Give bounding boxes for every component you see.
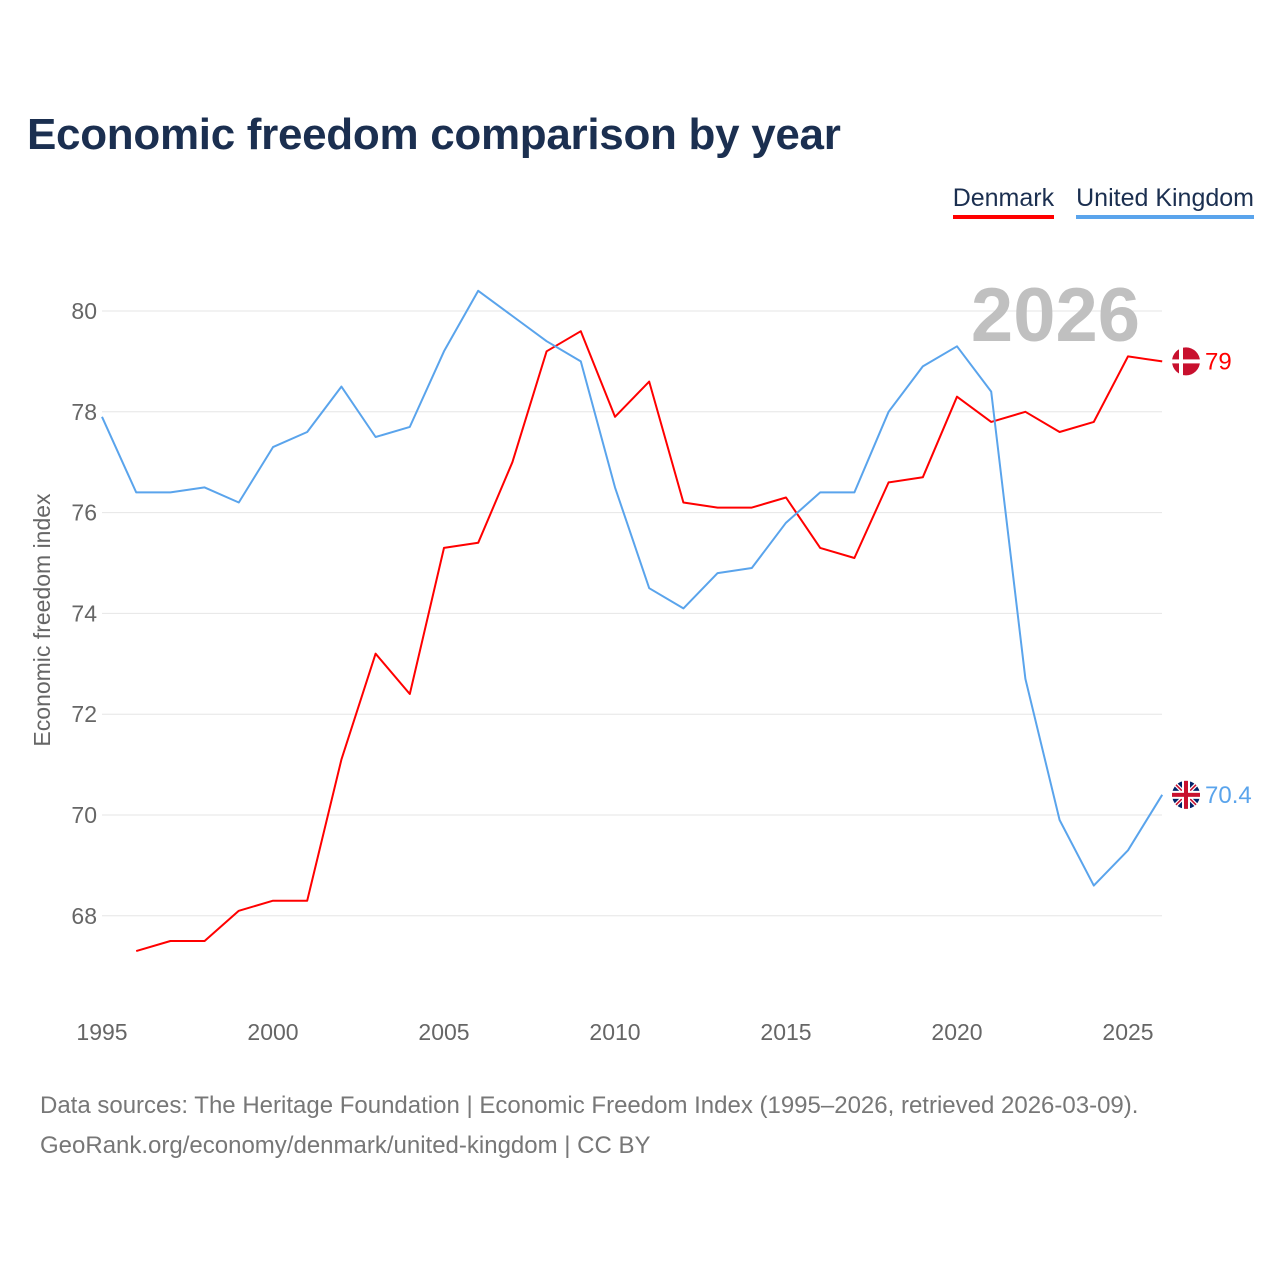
series-line-united-kingdom xyxy=(101,289,1164,887)
y-tick-label: 74 xyxy=(71,600,97,626)
data-point[interactable] xyxy=(304,898,310,904)
x-tick-label: 2000 xyxy=(247,1019,298,1045)
data-point[interactable] xyxy=(99,414,105,420)
end-value-label: 70.4 xyxy=(1205,782,1252,809)
y-tick-label: 68 xyxy=(71,903,97,929)
data-point[interactable] xyxy=(338,757,344,763)
x-tick-label: 2020 xyxy=(931,1019,982,1045)
data-point[interactable] xyxy=(441,348,447,354)
data-point[interactable] xyxy=(270,444,276,450)
data-point[interactable] xyxy=(646,379,652,385)
uk-flag-icon xyxy=(1172,780,1200,809)
x-tick-label: 2025 xyxy=(1102,1019,1153,1045)
data-point[interactable] xyxy=(1022,409,1028,415)
data-point[interactable] xyxy=(749,565,755,571)
data-point[interactable] xyxy=(817,545,823,551)
footer-sources: Data sources: The Heritage Foundation | … xyxy=(40,1092,1139,1119)
data-point[interactable] xyxy=(544,348,550,354)
data-point[interactable] xyxy=(920,363,926,369)
footer: Data sources: The Heritage Foundation | … xyxy=(40,1086,1138,1166)
x-tick-label: 2015 xyxy=(760,1019,811,1045)
data-point[interactable] xyxy=(1159,792,1165,798)
data-point[interactable] xyxy=(1125,847,1131,853)
data-point[interactable] xyxy=(954,343,960,349)
legend-denmark[interactable]: Denmark xyxy=(952,184,1055,219)
end-value-label: 79 xyxy=(1205,348,1232,375)
denmark-flag-icon xyxy=(1172,347,1200,376)
data-point[interactable] xyxy=(236,908,242,914)
data-point[interactable] xyxy=(167,489,173,495)
year-watermark: 2026 xyxy=(971,273,1140,358)
data-point[interactable] xyxy=(407,424,413,430)
data-point[interactable] xyxy=(475,540,481,546)
data-point[interactable] xyxy=(612,414,618,420)
data-point[interactable] xyxy=(1057,429,1063,435)
y-tick-label: 70 xyxy=(71,802,97,828)
data-point[interactable] xyxy=(988,419,994,425)
data-point[interactable] xyxy=(1057,817,1063,823)
data-point[interactable] xyxy=(578,328,584,334)
data-point[interactable] xyxy=(1091,883,1097,889)
data-point[interactable] xyxy=(1125,353,1131,359)
series-line-denmark xyxy=(135,330,1163,953)
data-point[interactable] xyxy=(886,409,892,415)
data-point[interactable] xyxy=(407,691,413,697)
data-point[interactable] xyxy=(544,338,550,344)
x-tick-label: 2010 xyxy=(589,1019,640,1045)
data-point[interactable] xyxy=(783,494,789,500)
data-point[interactable] xyxy=(920,474,926,480)
data-point[interactable] xyxy=(612,484,618,490)
data-point[interactable] xyxy=(133,948,139,954)
footer-link[interactable]: GeoRank.org/economy/denmark/united-kingd… xyxy=(40,1132,651,1159)
y-tick-label: 78 xyxy=(71,399,97,425)
data-point[interactable] xyxy=(373,434,379,440)
y-axis-label: Economic freedom index xyxy=(29,493,55,747)
data-point[interactable] xyxy=(715,570,721,576)
data-point[interactable] xyxy=(236,500,242,506)
data-point[interactable] xyxy=(851,555,857,561)
data-point[interactable] xyxy=(202,938,208,944)
data-point[interactable] xyxy=(886,479,892,485)
data-point[interactable] xyxy=(1159,358,1165,364)
data-point[interactable] xyxy=(783,520,789,526)
data-point[interactable] xyxy=(715,505,721,511)
data-point[interactable] xyxy=(988,389,994,395)
legend-united-kingdom[interactable]: United Kingdom xyxy=(1076,184,1254,219)
data-point[interactable] xyxy=(954,394,960,400)
data-point[interactable] xyxy=(646,585,652,591)
data-point[interactable] xyxy=(509,313,515,319)
y-tick-label: 80 xyxy=(71,298,97,324)
x-tick-label: 1995 xyxy=(76,1019,127,1045)
data-point[interactable] xyxy=(167,938,173,944)
data-point[interactable] xyxy=(680,605,686,611)
data-point[interactable] xyxy=(1022,676,1028,682)
data-point[interactable] xyxy=(475,288,481,294)
data-point[interactable] xyxy=(338,384,344,390)
data-point[interactable] xyxy=(202,484,208,490)
data-point[interactable] xyxy=(1091,419,1097,425)
data-point[interactable] xyxy=(133,489,139,495)
chart-title: Economic freedom comparison by year xyxy=(27,110,841,159)
data-point[interactable] xyxy=(749,505,755,511)
data-point[interactable] xyxy=(373,651,379,657)
y-tick-label: 76 xyxy=(71,500,97,526)
data-point[interactable] xyxy=(578,358,584,364)
data-point[interactable] xyxy=(270,898,276,904)
data-point[interactable] xyxy=(680,500,686,506)
data-point[interactable] xyxy=(509,459,515,465)
data-point[interactable] xyxy=(441,545,447,551)
data-point[interactable] xyxy=(851,489,857,495)
y-tick-label: 72 xyxy=(71,701,97,727)
legend: Denmark United Kingdom xyxy=(952,184,1254,219)
data-point[interactable] xyxy=(817,489,823,495)
data-point[interactable] xyxy=(304,429,310,435)
x-tick-label: 2005 xyxy=(418,1019,469,1045)
